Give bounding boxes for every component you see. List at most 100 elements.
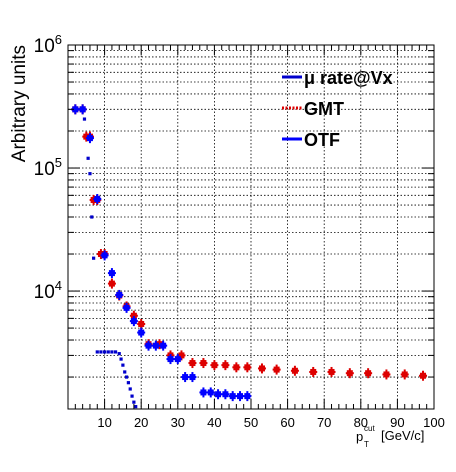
data-marker xyxy=(244,364,251,371)
x-tick-label: 60 xyxy=(280,415,294,430)
data-marker xyxy=(160,342,167,349)
x-axis-label-sub: T xyxy=(364,440,369,449)
data-marker xyxy=(182,374,189,381)
x-tick-label: 30 xyxy=(171,415,185,430)
data-point xyxy=(92,256,96,260)
data-point xyxy=(221,389,230,400)
x-axis-label: p T cut [GeV/c] xyxy=(356,424,424,449)
data-point xyxy=(106,350,110,354)
data-point xyxy=(107,268,116,279)
data-marker xyxy=(152,342,159,349)
data-point xyxy=(88,172,92,176)
data-point xyxy=(236,391,245,402)
data-point xyxy=(232,362,241,373)
y-tick-label-base: 10 xyxy=(34,282,55,303)
data-point xyxy=(90,215,94,219)
axis-ticks xyxy=(68,45,435,409)
x-tick-label: 40 xyxy=(207,415,221,430)
data-marker xyxy=(94,196,101,203)
y-tick-label-exponent: 4 xyxy=(55,278,62,293)
data-marker xyxy=(86,135,93,142)
data-marker xyxy=(258,365,265,372)
data-point xyxy=(117,352,121,356)
data-point xyxy=(86,156,90,160)
y-axis-label: Arbitrary units xyxy=(9,45,30,162)
data-point xyxy=(419,370,428,381)
data-marker xyxy=(189,360,196,367)
x-tick-label: 10 xyxy=(97,415,111,430)
x-tick-label: 80 xyxy=(354,415,368,430)
data-point xyxy=(364,368,373,379)
data-point xyxy=(132,400,136,404)
data-point xyxy=(137,327,146,338)
data-point xyxy=(99,350,103,354)
data-point xyxy=(309,366,318,377)
data-marker xyxy=(108,280,115,287)
data-marker xyxy=(174,356,181,363)
legend-label: μ rate@Vx xyxy=(304,68,393,88)
data-marker xyxy=(207,389,214,396)
data-marker xyxy=(130,312,137,319)
data-marker xyxy=(233,364,240,371)
legend-label: OTF xyxy=(304,130,340,150)
data-marker xyxy=(189,374,196,381)
data-point xyxy=(121,363,125,367)
data-marker xyxy=(273,366,280,373)
data-marker xyxy=(420,372,427,379)
data-marker xyxy=(222,362,229,369)
data-point xyxy=(290,365,299,376)
data-point xyxy=(327,366,336,377)
data-marker xyxy=(346,370,353,377)
data-point xyxy=(272,364,281,375)
x-tick-label: 20 xyxy=(134,415,148,430)
data-point xyxy=(113,350,118,354)
data-marker xyxy=(291,367,298,374)
data-point xyxy=(123,370,127,374)
data-point xyxy=(119,357,123,361)
y-tick-label: 105 xyxy=(34,155,62,180)
data-point xyxy=(144,340,153,351)
y-tick-label-base: 10 xyxy=(34,159,55,180)
x-tick-label: 50 xyxy=(244,415,258,430)
data-marker xyxy=(138,320,145,327)
data-point xyxy=(400,369,409,380)
data-marker xyxy=(72,106,79,113)
data-point xyxy=(188,358,197,369)
data-point xyxy=(85,133,94,144)
data-point xyxy=(214,389,223,400)
data-marker xyxy=(167,356,174,363)
data-series xyxy=(71,104,428,409)
data-point xyxy=(115,289,124,300)
data-point xyxy=(210,360,219,371)
data-point xyxy=(221,360,230,371)
x-axis-label-sup: cut xyxy=(364,424,375,433)
data-marker xyxy=(310,368,317,375)
data-point xyxy=(151,340,160,351)
data-point xyxy=(82,117,87,121)
y-tick-label-exponent: 6 xyxy=(55,32,62,47)
data-point xyxy=(124,375,129,379)
data-marker xyxy=(178,352,185,359)
data-marker xyxy=(211,362,218,369)
data-marker xyxy=(383,371,390,378)
data-marker xyxy=(156,341,163,348)
data-point xyxy=(166,354,175,365)
data-point xyxy=(137,318,146,329)
data-marker xyxy=(401,371,408,378)
data-point xyxy=(199,358,208,369)
data-marker xyxy=(101,252,108,259)
data-point xyxy=(199,387,208,398)
legend: μ rate@Vx GMT OTF xyxy=(282,68,393,150)
data-point xyxy=(103,350,107,354)
x-axis-label-main: p xyxy=(356,429,363,444)
data-marker xyxy=(79,106,86,113)
y-tick-label: 106 xyxy=(34,32,62,57)
data-marker xyxy=(200,360,207,367)
data-point xyxy=(243,362,252,373)
data-point xyxy=(181,372,190,383)
data-marker xyxy=(138,329,145,336)
data-point xyxy=(134,405,138,409)
data-marker xyxy=(365,370,372,377)
